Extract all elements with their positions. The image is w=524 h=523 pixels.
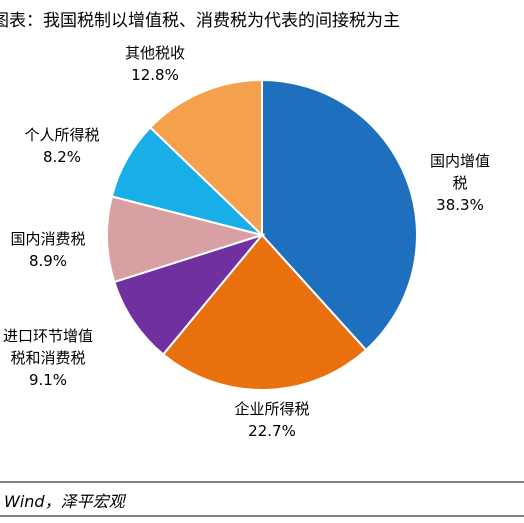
slice-label: 企业所得税 22.7% — [234, 398, 309, 442]
value-label: 8.9% — [28, 252, 68, 270]
slice-label: 国内增值税 38.3% — [428, 150, 492, 216]
pie-slice — [261, 78, 418, 352]
source: Wind，泽平宏观 — [4, 492, 125, 511]
category-label: 个人所得税 — [24, 126, 100, 144]
slice-label: 个人所得税 8.2% — [24, 124, 99, 168]
category-label: 其他税收 — [124, 44, 186, 62]
value-label: 12.8% — [131, 66, 179, 84]
pie-slice — [148, 78, 263, 238]
pie-slice — [161, 233, 368, 391]
pie-slice — [113, 233, 265, 356]
category-label: 企业所得税 — [234, 400, 310, 418]
category-label: 国内消费税 — [10, 230, 86, 248]
pie-slice — [106, 195, 266, 284]
category-label: 进口环节增值税和消费税 — [2, 327, 93, 367]
value-label: 22.7% — [248, 422, 296, 440]
value-label: 38.3% — [436, 196, 484, 214]
category-label: 国内增值税 — [429, 152, 490, 192]
value-label: 9.1% — [28, 371, 68, 389]
slice-label: 其他税收 12.8% — [125, 42, 185, 86]
slice-label: 国内消费税 8.9% — [10, 228, 85, 272]
value-label: 8.2% — [42, 148, 82, 166]
chart-title: 图表：我国税制以增值税、消费税为代表的间接税为主 — [0, 11, 400, 31]
slice-label: 进口环节增值税和消费税 9.1% — [0, 325, 98, 391]
